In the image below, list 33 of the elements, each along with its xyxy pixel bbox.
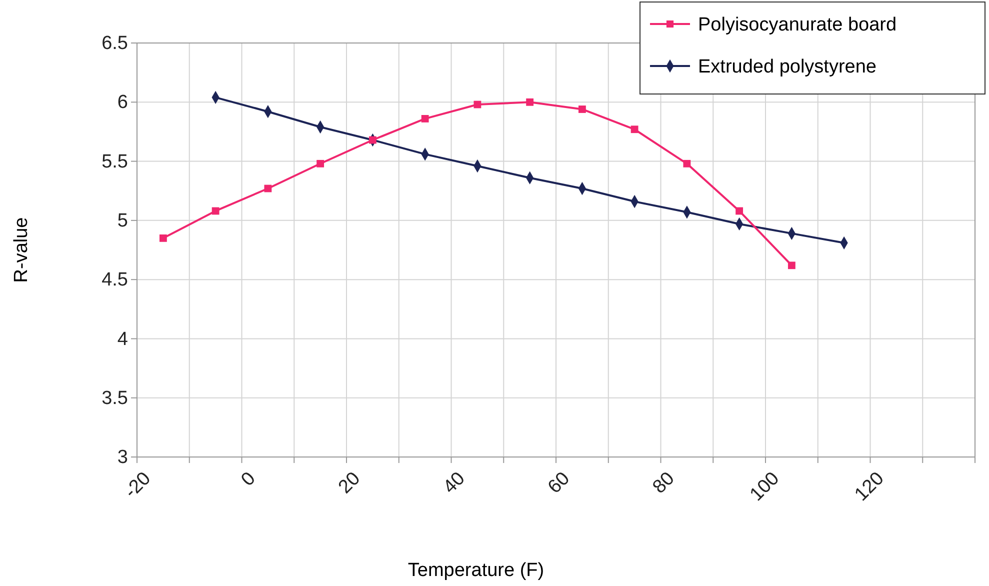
point [212, 207, 220, 215]
y-tick-label: 6.5 [102, 33, 128, 54]
point [578, 106, 586, 113]
x-tick-label: 0 [237, 468, 260, 490]
point [630, 126, 638, 134]
x-tick-label: -20 [120, 468, 155, 502]
legend-label: Polyisocyanurate board [698, 14, 897, 36]
x-tick-label: 40 [439, 468, 470, 498]
x-tick-label: 80 [648, 468, 679, 498]
point [526, 98, 534, 106]
y-tick-label: 3.5 [102, 388, 128, 409]
x-tick-label: 120 [850, 468, 888, 506]
y-tick-label: 5.5 [102, 151, 128, 172]
point [368, 136, 376, 144]
y-tick-label: 6 [117, 92, 128, 114]
legend-label: Extruded polystyrene [698, 56, 876, 78]
point [788, 262, 796, 270]
point [474, 100, 482, 108]
x-tick-label: 60 [544, 468, 574, 498]
point [316, 160, 324, 168]
x-tick-label: 20 [334, 468, 364, 498]
y-tick-label: 4.5 [102, 270, 128, 291]
y-axis-title: R-value [11, 217, 32, 283]
point [264, 184, 272, 192]
y-tick-label: 3 [117, 447, 128, 468]
point [421, 114, 429, 122]
x-axis-title: Temperature (F) [408, 560, 544, 581]
point [683, 160, 691, 168]
x-tick-label: 100 [746, 468, 784, 506]
y-tick-label: 5 [117, 210, 128, 232]
point [159, 234, 167, 242]
y-tick-label: 4 [117, 328, 128, 350]
point [736, 207, 744, 215]
